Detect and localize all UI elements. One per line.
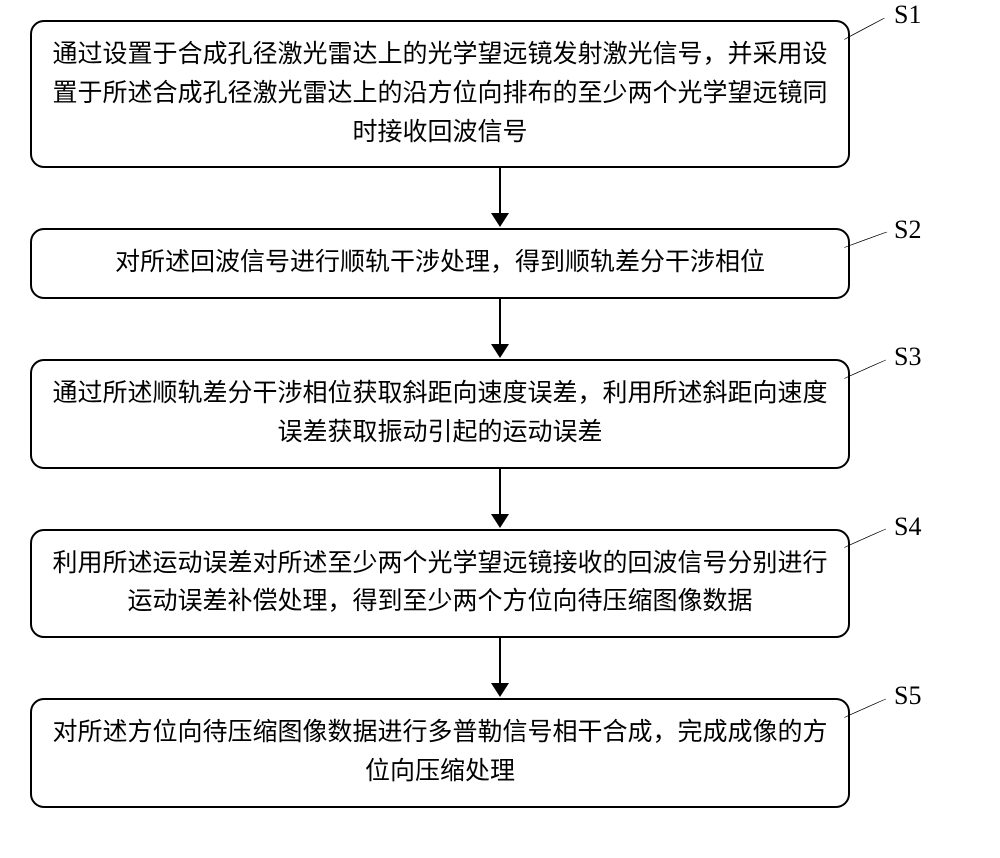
arrow bbox=[491, 299, 509, 359]
flowchart-container: 通过设置于合成孔径激光雷达上的光学望远镜发射激光信号，并采用设置于所述合成孔径激… bbox=[30, 20, 970, 808]
step-label-s2: S2 bbox=[894, 215, 921, 245]
arrow-line bbox=[499, 469, 501, 515]
step-text: 对所述方位向待压缩图像数据进行多普勒信号相干合成，完成成像的方位向压缩处理 bbox=[50, 714, 830, 792]
arrow-line bbox=[499, 299, 501, 345]
step-label-s4: S4 bbox=[894, 512, 921, 542]
step-text: 通过所述顺轨差分干涉相位获取斜距向速度误差，利用所述斜距向速度误差获取振动引起的… bbox=[50, 375, 830, 453]
arrow-head bbox=[491, 683, 509, 697]
step-box-s3: 通过所述顺轨差分干涉相位获取斜距向速度误差，利用所述斜距向速度误差获取振动引起的… bbox=[30, 359, 850, 469]
step-row: 对所述方位向待压缩图像数据进行多普勒信号相干合成，完成成像的方位向压缩处理 S5 bbox=[30, 698, 970, 808]
step-label-s3: S3 bbox=[894, 342, 921, 372]
step-box-s4: 利用所述运动误差对所述至少两个光学望远镜接收的回波信号分别进行运动误差补偿处理，… bbox=[30, 529, 850, 639]
label-connector bbox=[844, 698, 886, 718]
arrow bbox=[491, 168, 509, 228]
arrow-line bbox=[499, 168, 501, 214]
step-text: 通过设置于合成孔径激光雷达上的光学望远镜发射激光信号，并采用设置于所述合成孔径激… bbox=[50, 36, 830, 152]
step-label-wrap: S2 bbox=[844, 232, 923, 262]
arrow-head bbox=[491, 344, 509, 358]
arrow bbox=[491, 638, 509, 698]
step-label-s5: S5 bbox=[894, 681, 921, 711]
arrow-head bbox=[491, 213, 509, 227]
step-row: 利用所述运动误差对所述至少两个光学望远镜接收的回波信号分别进行运动误差补偿处理，… bbox=[30, 529, 970, 639]
step-label-wrap: S1 bbox=[844, 24, 923, 54]
label-connector bbox=[844, 359, 886, 379]
step-row: 通过所述顺轨差分干涉相位获取斜距向速度误差，利用所述斜距向速度误差获取振动引起的… bbox=[30, 359, 970, 469]
step-row: 对所述回波信号进行顺轨干涉处理，得到顺轨差分干涉相位 S2 bbox=[30, 228, 970, 299]
step-label-wrap: S3 bbox=[844, 363, 923, 393]
step-label-wrap: S4 bbox=[844, 533, 923, 563]
step-row: 通过设置于合成孔径激光雷达上的光学望远镜发射激光信号，并采用设置于所述合成孔径激… bbox=[30, 20, 970, 168]
arrow-head bbox=[491, 514, 509, 528]
step-box-s5: 对所述方位向待压缩图像数据进行多普勒信号相干合成，完成成像的方位向压缩处理 bbox=[30, 698, 850, 808]
arrow bbox=[491, 469, 509, 529]
step-text: 对所述回波信号进行顺轨干涉处理，得到顺轨差分干涉相位 bbox=[115, 244, 765, 283]
label-connector bbox=[844, 231, 888, 248]
step-text: 利用所述运动误差对所述至少两个光学望远镜接收的回波信号分别进行运动误差补偿处理，… bbox=[50, 545, 830, 623]
step-label-wrap: S5 bbox=[844, 702, 923, 732]
label-connector bbox=[844, 528, 886, 548]
arrow-line bbox=[499, 638, 501, 684]
label-connector bbox=[844, 17, 885, 39]
step-label-s1: S1 bbox=[894, 0, 921, 30]
step-box-s1: 通过设置于合成孔径激光雷达上的光学望远镜发射激光信号，并采用设置于所述合成孔径激… bbox=[30, 20, 850, 168]
step-box-s2: 对所述回波信号进行顺轨干涉处理，得到顺轨差分干涉相位 bbox=[30, 228, 850, 299]
